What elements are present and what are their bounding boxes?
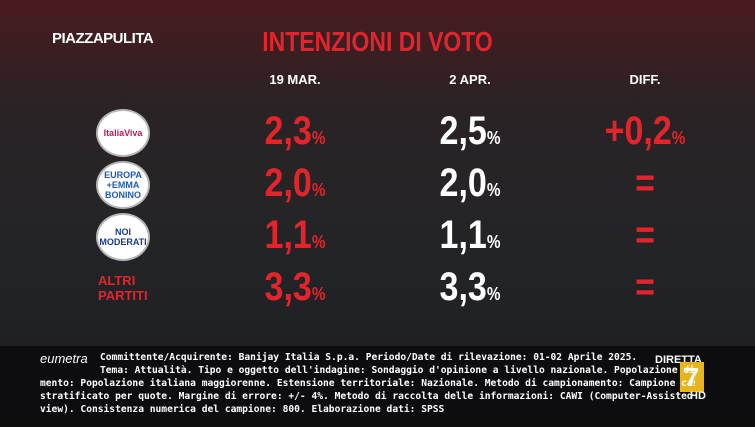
party-logo: ItaliaViva [96,109,150,157]
institute: eumetra [40,351,88,366]
value-cell: 3,3% [223,265,368,310]
hd-label: HD [690,390,706,402]
footer-line: mento: Popolazione italiana maggiorenne.… [40,378,695,389]
value-cell: 2,3% [223,109,368,154]
footer-line: Tema: Attualità. Tipo e oggetto dell'ind… [100,365,700,376]
unit: % [311,180,326,200]
value: = [635,161,655,205]
unit: % [486,284,501,304]
logo-text: NOI [114,227,131,237]
value-cell: = [573,213,718,258]
footer-band [0,346,755,427]
unit: % [311,232,326,252]
unit: % [486,180,501,200]
value: 1,1 [264,213,312,257]
value-cell: 2,5% [398,109,543,154]
row-label: ALTRI PARTITI [98,273,148,303]
unit: % [311,128,326,148]
logo-text: EUROPA [104,170,142,180]
logo-text: +EMMA BONINO [105,180,141,200]
value-cell: 2,0% [398,161,543,206]
brand: PIAZZAPULITA [52,30,154,47]
footer-line: view). Consistenza numerica del campione… [40,404,445,415]
value-cell: +0,2% [573,109,718,154]
value: 1,1 [439,213,487,257]
party-logo: NOI MODERATI [96,213,150,261]
column-header: 19 MAR. [269,72,321,87]
value: +0,2 [604,109,672,153]
value-cell: 1,1% [398,213,543,258]
value: 2,5 [439,109,487,153]
value-cell: = [573,161,718,206]
value-cell: 2,0% [223,161,368,206]
unit: % [486,128,501,148]
value: 2,0 [264,161,312,205]
value-cell: = [573,265,718,310]
logo-text: ItaliaViva [103,128,143,138]
value: 2,0 [439,161,487,205]
unit: % [311,284,326,304]
column-header: DIFF. [629,72,661,87]
logo-text: MODERATI [99,237,147,247]
value: = [635,265,655,309]
unit: % [671,128,686,148]
value: 3,3 [264,265,312,309]
footer-line: stratificato per quote. Margine di error… [40,391,695,402]
title: INTENZIONI DI VOTO [262,26,493,57]
value-cell: 3,3% [398,265,543,310]
column-header: 2 APR. [449,72,491,87]
party-logo: EUROPA +EMMA BONINO [96,161,150,209]
value-cell: 1,1% [223,213,368,258]
channel-logo: 7 [680,362,704,392]
value: 3,3 [439,265,487,309]
value: = [635,213,655,257]
value: 2,3 [264,109,312,153]
unit: % [486,232,501,252]
footer-line: Committente/Acquirente: Banijay Italia S… [100,352,638,363]
